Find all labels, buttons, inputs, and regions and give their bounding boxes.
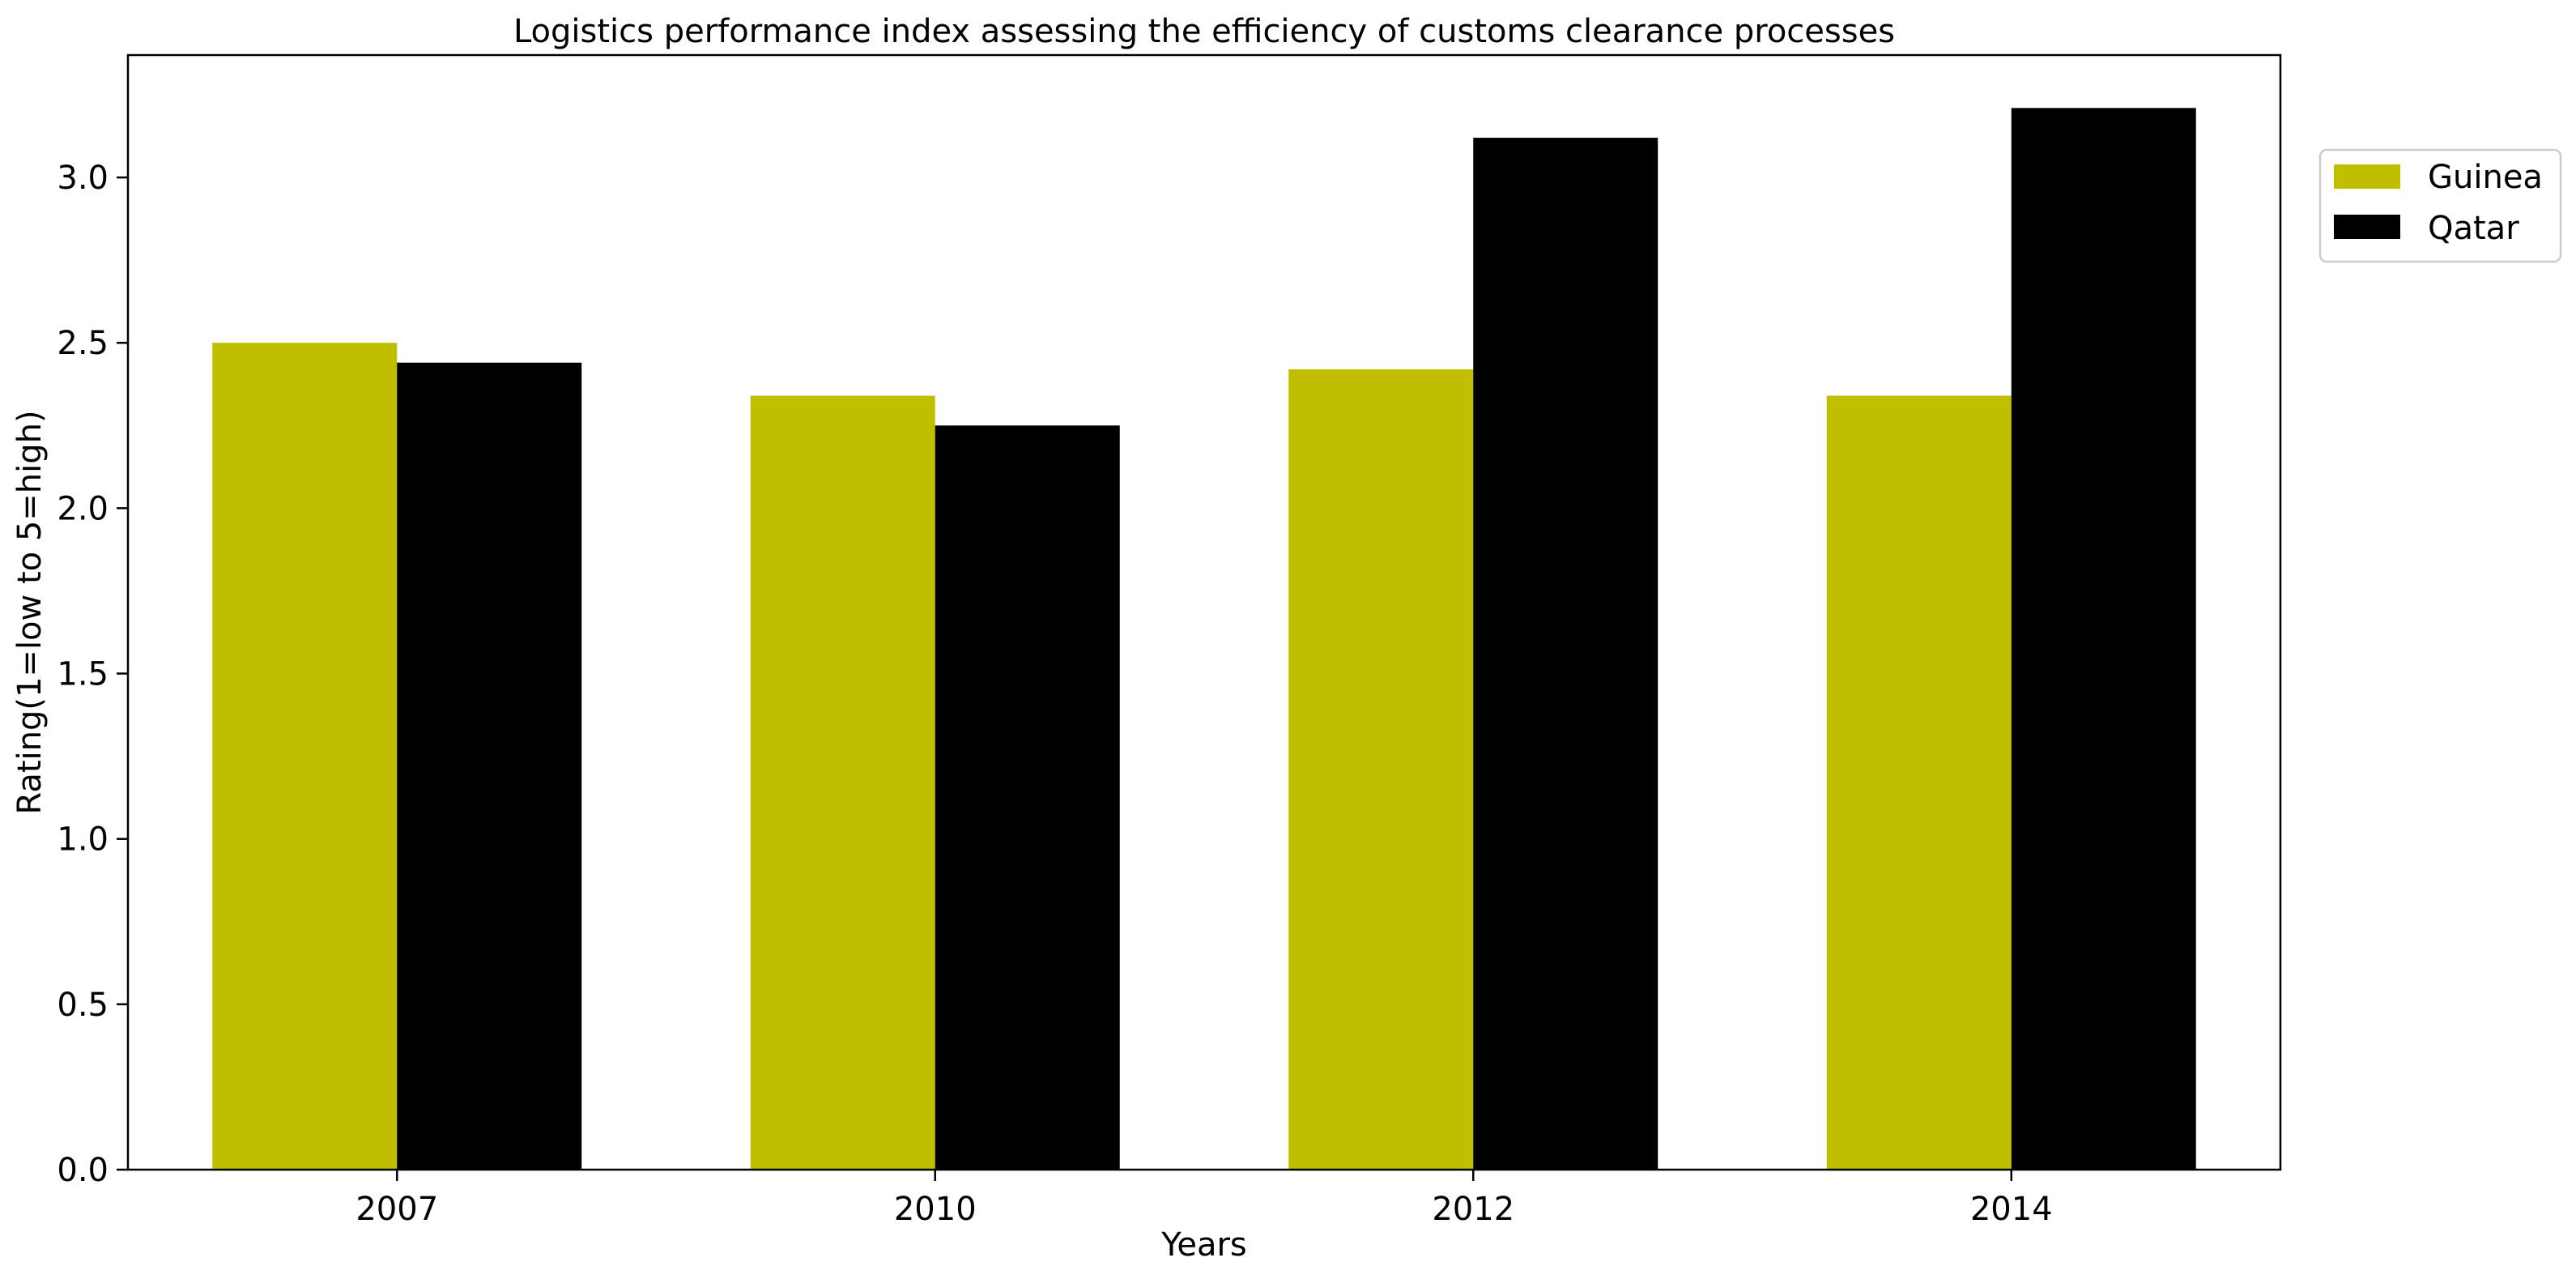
bar-guinea-2014 [1826, 395, 2012, 1170]
x-tick-label: 2007 [356, 1191, 438, 1228]
bar-qatar-2012 [1473, 138, 1658, 1170]
y-tick-label: 2.5 [57, 325, 109, 362]
legend-swatch-guinea [2334, 164, 2400, 189]
x-tick-label: 2012 [1432, 1191, 1514, 1228]
legend-swatch-qatar [2334, 215, 2400, 239]
bar-guinea-2010 [750, 395, 935, 1170]
legend: Guinea Qatar [2318, 148, 2562, 263]
y-tick-label: 2.0 [57, 490, 109, 527]
x-axis-ticks: 2007 2010 2012 2014 [356, 1170, 2053, 1228]
x-axis-title: Years [1160, 1226, 1247, 1264]
bar-qatar-2014 [2011, 108, 2196, 1170]
legend-label-qatar: Qatar [2428, 210, 2519, 247]
plot-area-frame [126, 53, 2282, 1171]
y-tick-label: 1.0 [57, 821, 109, 859]
x-tick-label: 2010 [894, 1191, 977, 1228]
chart-title: Logistics performance index assessing th… [513, 13, 1895, 50]
y-tick-label: 3.0 [57, 160, 109, 197]
bar-qatar-2007 [397, 362, 582, 1170]
y-tick-label: 0.5 [57, 987, 109, 1024]
x-tick-label: 2014 [1970, 1191, 2053, 1228]
bar-guinea-2007 [212, 343, 398, 1170]
bars-group [212, 108, 2196, 1170]
bar-qatar-2010 [935, 425, 1120, 1170]
y-tick-label: 1.5 [57, 656, 109, 693]
y-axis-title: Rating(1=low to 5=high) [11, 410, 49, 814]
bar-guinea-2012 [1288, 369, 1474, 1170]
y-tick-label: 0.0 [57, 1152, 109, 1189]
y-axis-ticks: 0.0 0.5 1.0 1.5 2.0 2.5 3.0 [57, 160, 128, 1189]
legend-label-guinea: Guinea [2428, 159, 2543, 196]
